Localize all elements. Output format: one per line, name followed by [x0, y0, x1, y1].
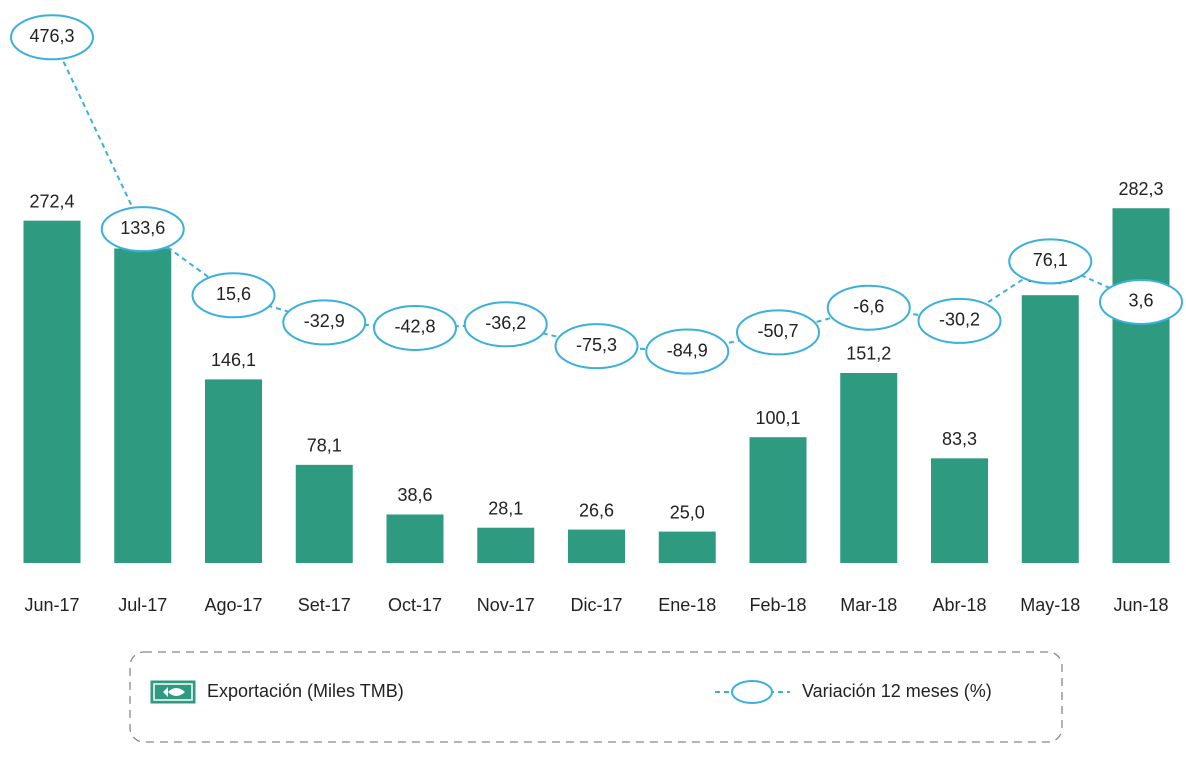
- data-label: 25,0: [670, 502, 705, 522]
- marker: [463, 301, 548, 348]
- marker: [826, 284, 911, 331]
- x-tick-label: Jun-17: [24, 595, 79, 615]
- x-tick-label: Jun-18: [1113, 595, 1168, 615]
- bar: [114, 248, 172, 563]
- bar: [749, 437, 807, 563]
- data-label: 146,1: [211, 350, 256, 370]
- data-label: -75,3: [576, 335, 617, 355]
- marker: [554, 323, 639, 370]
- x-tick-label: Jul-17: [118, 595, 167, 615]
- data-label: 15,6: [216, 284, 251, 304]
- marker: [100, 206, 185, 253]
- data-label: 76,1: [1033, 250, 1068, 270]
- x-tick-label: Set-17: [298, 595, 351, 615]
- legend-line-icon: [715, 680, 790, 704]
- data-label: 28,1: [488, 498, 523, 518]
- legend-bar-icon: [150, 680, 196, 704]
- bar: [205, 379, 262, 563]
- data-label: 83,3: [942, 429, 977, 449]
- data-label: 133,6: [120, 218, 165, 238]
- data-label: 100,1: [755, 408, 800, 428]
- bar: [23, 220, 81, 563]
- marker: [645, 328, 730, 375]
- legend-label: Variación 12 meses (%): [802, 681, 992, 701]
- data-label: 151,2: [846, 344, 891, 364]
- marker: [736, 309, 820, 356]
- bar: [1021, 295, 1079, 563]
- data-label: -30,2: [939, 310, 980, 330]
- data-label: 476,3: [29, 26, 74, 46]
- bar: [931, 458, 988, 563]
- bar: [1112, 208, 1170, 564]
- x-tick-label: Abr-18: [932, 595, 986, 615]
- data-label: -50,7: [757, 321, 798, 341]
- bar: [658, 531, 716, 563]
- x-tick-label: Feb-18: [749, 595, 806, 615]
- data-label: 272,4: [29, 191, 74, 211]
- bar: [840, 372, 898, 563]
- x-tick-label: Dic-17: [570, 595, 622, 615]
- bar: [477, 527, 535, 563]
- data-label: 282,3: [1118, 179, 1163, 199]
- marker: [282, 299, 367, 346]
- data-label: -84,9: [667, 340, 708, 360]
- x-tick-label: Nov-17: [477, 595, 535, 615]
- x-tick-label: Ago-17: [204, 595, 262, 615]
- data-label: -36,2: [485, 313, 526, 333]
- legend-box: [129, 651, 1063, 743]
- data-label: -32,9: [304, 311, 345, 331]
- data-label: 26,6: [579, 500, 614, 520]
- legend-label: Exportación (Miles TMB): [207, 681, 404, 701]
- marker: [1099, 278, 1183, 325]
- bar: [295, 464, 353, 563]
- marker: [191, 272, 276, 319]
- bar: [386, 514, 444, 563]
- marker: [1008, 238, 1093, 285]
- data-label: -42,8: [394, 317, 435, 337]
- x-tick-label: Ene-18: [658, 595, 716, 615]
- bar: [568, 529, 625, 563]
- x-tick-label: May-18: [1020, 595, 1080, 615]
- marker: [373, 304, 457, 351]
- data-label: 78,1: [307, 436, 342, 456]
- data-label: 3,6: [1128, 291, 1153, 311]
- marker: [10, 14, 94, 61]
- data-label: -6,6: [853, 296, 884, 316]
- data-label: 38,6: [397, 485, 432, 505]
- marker: [917, 297, 1002, 344]
- x-tick-label: Oct-17: [388, 595, 442, 615]
- x-tick-label: Mar-18: [840, 595, 897, 615]
